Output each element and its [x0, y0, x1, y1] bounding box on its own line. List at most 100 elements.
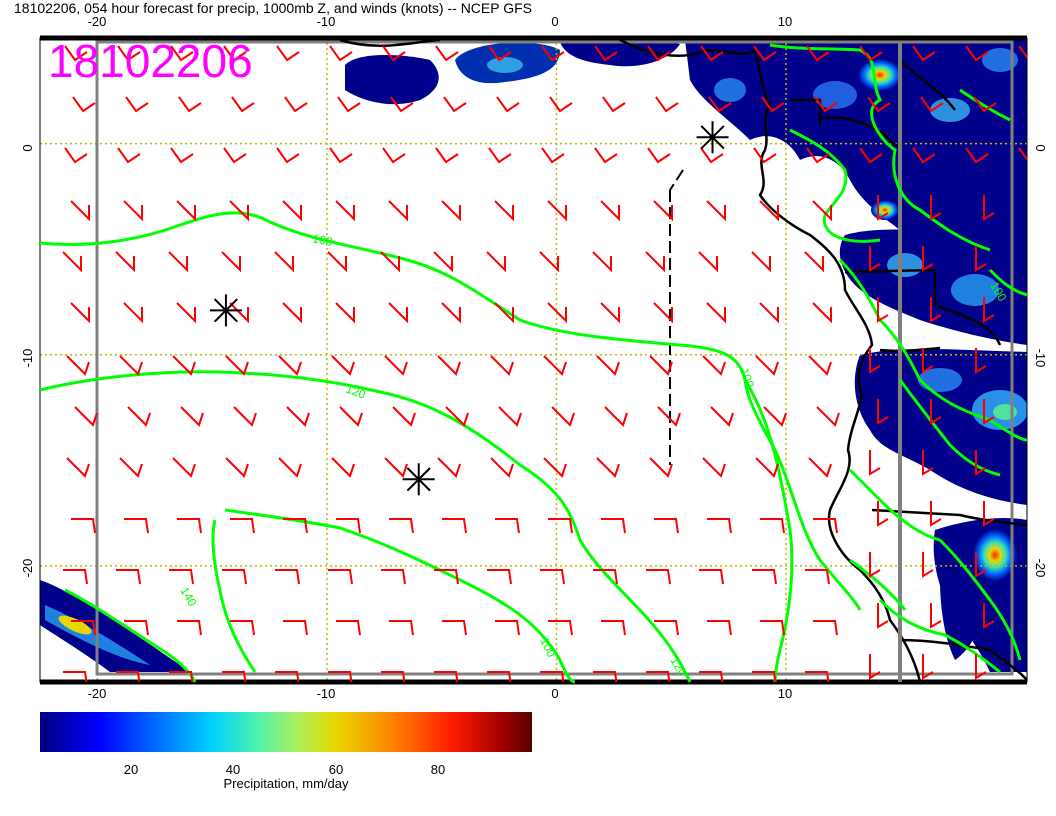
colorbar: [40, 712, 532, 752]
wind-barb: [706, 302, 726, 324]
wind-barb: [177, 518, 202, 534]
wind-barb: [761, 96, 785, 113]
wind-barb: [487, 671, 512, 682]
wind-barb: [707, 620, 732, 636]
wind-barb: [649, 355, 673, 376]
wind-barb: [222, 569, 247, 585]
wind-barb: [654, 518, 679, 534]
lon-tick-top: -20: [88, 14, 107, 29]
lat-tick-left: 0: [20, 144, 35, 151]
wind-barb: [1037, 501, 1047, 525]
wind-barb: [328, 569, 353, 585]
wind-barb: [339, 406, 363, 427]
wind-barb: [66, 355, 90, 376]
lat-tick-right: -10: [1033, 349, 1048, 368]
wind-barb: [540, 569, 565, 585]
wind-barb: [700, 45, 724, 62]
wind-barb: [543, 355, 567, 376]
wind-barb: [752, 569, 777, 585]
colorbar-label: Precipitation, mm/day: [223, 776, 349, 791]
wind-barb: [920, 96, 944, 113]
wind-barb: [600, 302, 620, 324]
wind-barb: [329, 147, 353, 164]
wind-barb: [434, 569, 459, 585]
wind-barb: [337, 96, 361, 113]
wind-barb: [437, 457, 461, 478]
wind-barb: [64, 45, 88, 62]
wind-barb: [653, 302, 673, 324]
wind-barb: [539, 251, 559, 273]
colorbar-tick: 20: [123, 762, 139, 777]
wind-barb: [276, 45, 300, 62]
lat-tick-left: -10: [20, 349, 35, 368]
wind-barb: [283, 518, 308, 534]
wind-barb: [804, 251, 824, 273]
wind-barb: [859, 45, 883, 62]
colorbar-tick: 80: [430, 762, 446, 777]
wind-barb: [494, 302, 514, 324]
wind-barb: [877, 195, 889, 221]
wind-barb: [548, 620, 573, 636]
wind-barb: [593, 569, 618, 585]
wind-barb: [551, 406, 575, 427]
low-pressure-markers: [209, 121, 729, 496]
wind-barb: [752, 671, 777, 682]
wind-barb: [983, 399, 995, 425]
wind-barb: [127, 406, 151, 427]
contour-label: 100: [737, 366, 757, 390]
wind-barb: [930, 297, 942, 323]
wind-barb: [488, 147, 512, 164]
wind-barb: [594, 147, 618, 164]
wind-barb: [1029, 654, 1039, 678]
wind-barb: [389, 518, 414, 534]
wind-barb: [441, 200, 461, 222]
coastline: [339, 38, 1028, 683]
wind-barb: [877, 501, 889, 527]
wind-barb: [601, 620, 626, 636]
wind-barb: [653, 200, 673, 222]
wind-barb: [64, 147, 88, 164]
wind-barb: [278, 457, 302, 478]
wind-barb: [331, 457, 355, 478]
axis-labels: -20 -10 0 10 -20 -10 0 10 0 -10 -20 0 -1…: [20, 14, 1048, 701]
wind-barb: [646, 569, 671, 585]
colorbar-tick: 60: [328, 762, 344, 777]
wind-barb: [71, 518, 96, 534]
wind-barb: [759, 200, 779, 222]
wind-barb: [699, 671, 724, 682]
wind-barb: [117, 45, 141, 62]
wind-barb: [381, 671, 406, 682]
wind-barb: [596, 355, 620, 376]
wind-barb: [441, 302, 461, 324]
lon-tick-top: 0: [551, 14, 558, 29]
wind-barb: [63, 569, 88, 585]
wind-barb: [180, 406, 204, 427]
wind-barb: [813, 518, 838, 534]
wind-barb: [877, 399, 889, 425]
wind-barb: [604, 406, 628, 427]
wind-barb: [380, 251, 400, 273]
wind-barb: [381, 569, 406, 585]
wind-barb: [806, 147, 830, 164]
wind-barb: [388, 200, 408, 222]
wind-barb: [1026, 97, 1027, 99]
wind-barb: [759, 302, 779, 324]
wind-barb: [647, 147, 671, 164]
wind-barb: [808, 355, 832, 376]
wind-barb: [74, 406, 98, 427]
wind-barb: [275, 671, 300, 682]
wind-barb: [877, 297, 889, 323]
wind-barb: [647, 45, 671, 62]
wind-barb: [382, 147, 406, 164]
contour-label: 100: [311, 231, 334, 249]
wind-barb: [543, 457, 567, 478]
wind-barb: [490, 457, 514, 478]
wind-barb: [813, 620, 838, 636]
wind-barb: [596, 457, 620, 478]
wind-barb: [806, 45, 830, 62]
wind-barb: [549, 96, 573, 113]
wind-barb: [859, 147, 883, 164]
wind-barb: [1018, 45, 1027, 59]
wind-barb: [592, 251, 612, 273]
